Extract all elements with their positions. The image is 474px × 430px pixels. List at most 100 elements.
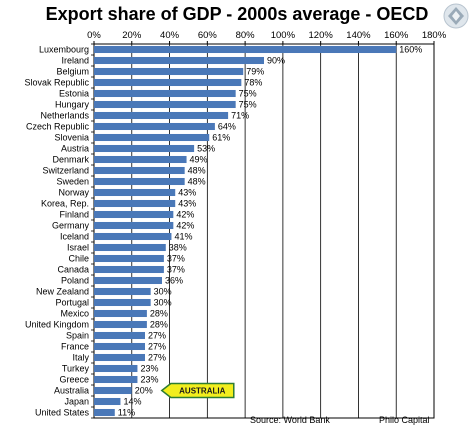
value-label: 23% [140, 364, 158, 374]
bar [94, 342, 145, 351]
bar [94, 408, 115, 417]
x-tick-label: 180% [422, 30, 447, 41]
value-label: 49% [190, 155, 208, 165]
category-label: Chile [68, 254, 89, 264]
category-label: Iceland [60, 232, 89, 242]
bar [94, 100, 236, 109]
x-tick-label: 140% [346, 30, 371, 41]
category-label: Canada [57, 265, 89, 275]
value-label: 23% [140, 375, 158, 385]
category-label: Israel [67, 243, 89, 253]
bar [94, 397, 121, 406]
category-label: Estonia [59, 89, 89, 99]
bar [94, 199, 176, 208]
bar [94, 45, 397, 54]
category-label: Denmark [52, 155, 89, 165]
callout-layer: AUSTRALIA [160, 382, 235, 399]
value-label: 42% [176, 221, 194, 231]
category-label: Sweden [56, 177, 89, 187]
category-label: Poland [61, 276, 89, 286]
category-label: Slovak Republic [24, 78, 89, 88]
bar [94, 78, 242, 87]
value-label: 27% [148, 331, 166, 341]
category-label: Finland [59, 210, 89, 220]
value-label: 43% [178, 188, 196, 198]
value-label: 20% [135, 386, 153, 396]
category-label: Spain [66, 331, 89, 341]
category-label: New Zealand [36, 287, 89, 297]
x-tick-label: 80% [236, 30, 256, 41]
credit-note: Philo Capital [379, 415, 430, 425]
category-label: Greece [59, 375, 89, 385]
x-tick-label: 160% [384, 30, 409, 41]
category-label: Czech Republic [26, 122, 90, 132]
value-label: 11% [118, 408, 135, 418]
value-label: 75% [239, 100, 257, 110]
value-label: 27% [148, 353, 166, 363]
category-label: United States [35, 408, 90, 418]
category-label: Italy [72, 353, 89, 363]
category-label: Luxembourg [39, 45, 89, 55]
category-label: Netherlands [40, 111, 89, 121]
bar [94, 89, 236, 98]
value-label: 48% [188, 166, 206, 176]
x-tick-label: 20% [122, 30, 142, 41]
bar [94, 309, 147, 318]
value-label: 71% [231, 111, 249, 121]
value-label: 41% [174, 232, 192, 242]
bar [94, 320, 147, 329]
value-label: 79% [246, 67, 264, 77]
category-label: Slovenia [54, 133, 89, 143]
category-label: Ireland [61, 56, 89, 66]
category-label: Japan [64, 397, 89, 407]
category-label: Portugal [55, 298, 89, 308]
value-label: 14% [123, 397, 141, 407]
value-label: 53% [197, 144, 215, 154]
bar [94, 375, 138, 384]
bar [94, 111, 229, 120]
value-label: 43% [178, 199, 196, 209]
category-label: Belgium [56, 67, 89, 77]
x-tick-label: 120% [309, 30, 334, 41]
bar [94, 67, 244, 76]
plot-area: 0% 20% 40% 60% 80% 100% 120% 140% 160% 180%Luxemb… [24, 30, 447, 419]
bar [94, 177, 185, 186]
category-label: Austria [61, 144, 89, 154]
bar [94, 353, 145, 362]
x-tick-label: 60% [198, 30, 218, 41]
value-label: 28% [150, 320, 168, 330]
value-label: 78% [244, 78, 262, 88]
bar [94, 144, 195, 153]
value-label: 90% [267, 56, 285, 66]
bar [94, 364, 138, 373]
bar [94, 166, 185, 175]
value-label: 42% [176, 210, 194, 220]
bar [94, 265, 164, 274]
bar [94, 386, 132, 395]
value-label: 27% [148, 342, 166, 352]
bar [94, 188, 176, 197]
bar [94, 155, 187, 164]
value-label: 75% [239, 89, 257, 99]
category-label: France [61, 342, 89, 352]
category-label: Mexico [60, 309, 89, 319]
value-label: 36% [165, 276, 183, 286]
value-label: 38% [169, 243, 187, 253]
category-label: Australia [54, 386, 89, 396]
value-label: 64% [218, 122, 236, 132]
bar [94, 298, 151, 307]
bar [94, 122, 215, 131]
category-label: Turkey [62, 364, 90, 374]
value-label: 61% [212, 133, 230, 143]
value-label: 30% [154, 287, 172, 297]
value-label: 48% [188, 177, 206, 187]
chart-title: Export share of GDP - 2000s average - OE… [46, 4, 429, 24]
value-label: 28% [150, 309, 168, 319]
source-note: Source: World Bank [250, 415, 330, 425]
logo-icon [443, 3, 469, 29]
category-label: Switzerland [42, 166, 89, 176]
category-label: Germany [52, 221, 90, 231]
bar [94, 276, 162, 285]
bar [94, 56, 264, 65]
